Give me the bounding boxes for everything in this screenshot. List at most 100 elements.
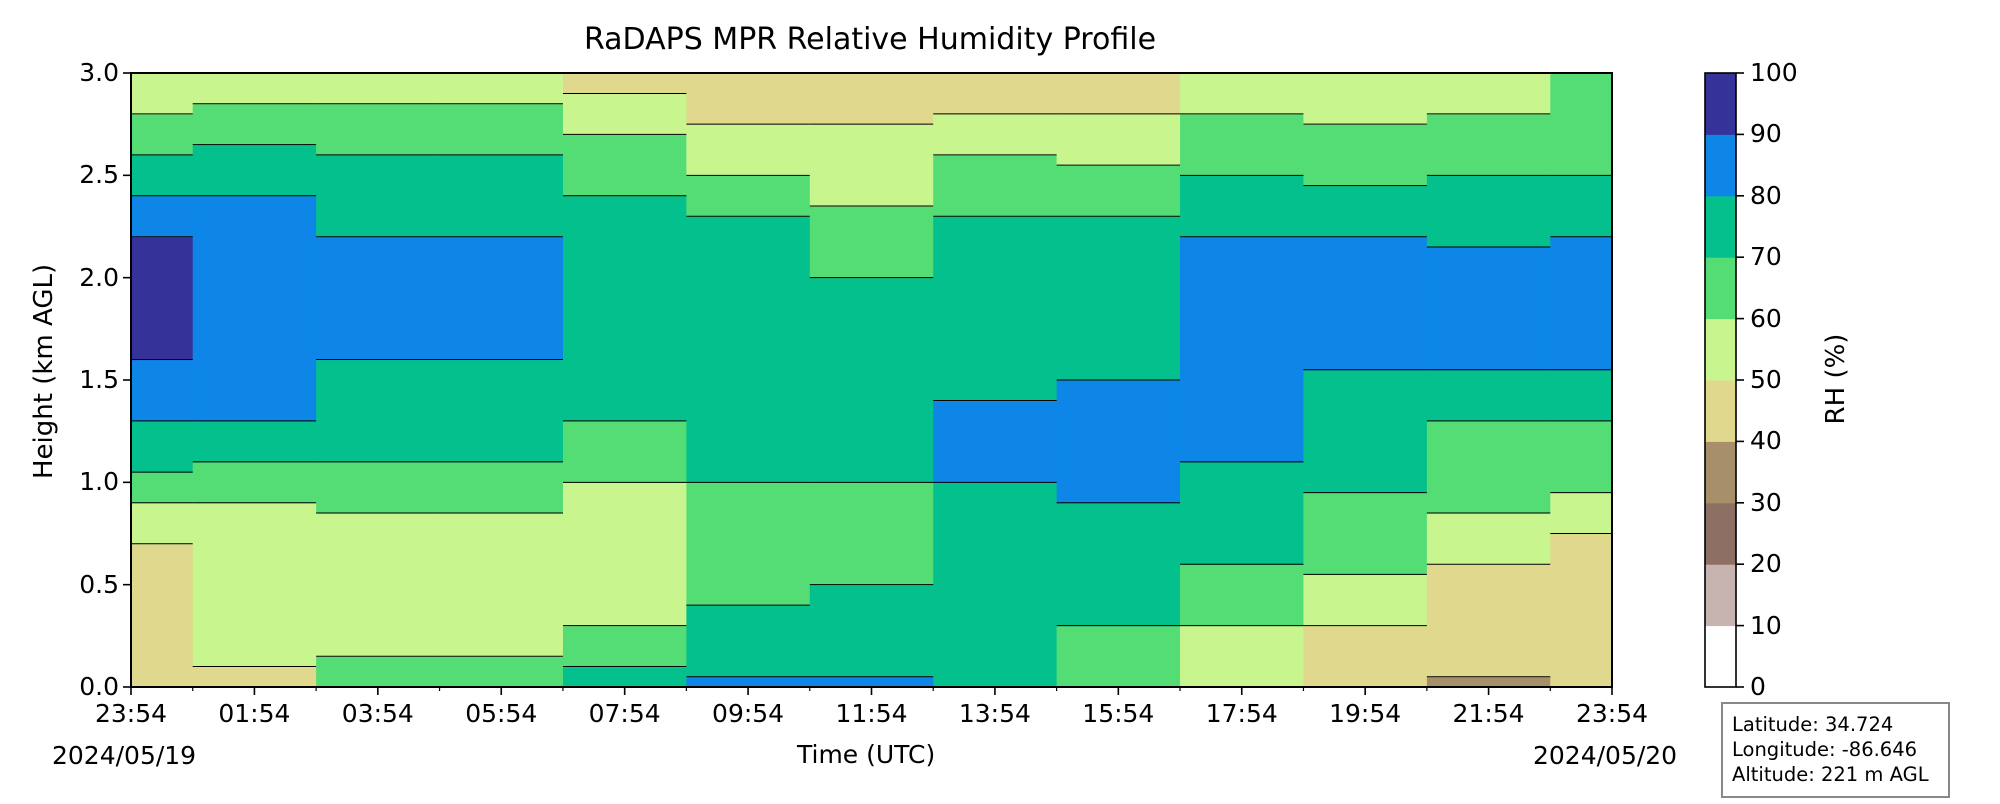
rh-cell-0354-50 <box>316 73 441 105</box>
rh-cell-2354-50 <box>131 73 194 115</box>
rh-cell-1154-70 <box>809 584 934 678</box>
x-tick-label: 15:54 <box>1082 699 1155 728</box>
rh-cell-0954-50 <box>686 124 811 176</box>
y-tick-label: 0.0 <box>79 672 119 701</box>
rh-cell-1954-80 <box>1303 236 1428 371</box>
rh-cell-1154-50 <box>809 124 934 207</box>
plot-area <box>131 73 1612 687</box>
rh-cell-1954-50 <box>1303 574 1428 627</box>
rh-cell-0754-50 <box>562 482 687 627</box>
rh-cell-0154-40 <box>192 666 317 687</box>
rh-cell-0154-70 <box>192 420 317 463</box>
rh-cell-1954-60 <box>1303 492 1428 576</box>
rh-cell-2354-60 <box>1550 73 1612 176</box>
rh-cell-1154-70 <box>809 277 934 483</box>
rh-cell-0954-60 <box>686 482 811 606</box>
colorbar-swatch-70 <box>1705 195 1736 258</box>
rh-cell-2354-60 <box>1550 420 1612 494</box>
y-tick-label: 3.0 <box>79 58 119 87</box>
rh-cell-2154-30 <box>1426 676 1551 687</box>
colorbar <box>1704 72 1744 688</box>
rh-cell-0154-50 <box>192 502 317 668</box>
colorbar-swatch-80 <box>1705 134 1736 197</box>
x-tick-label: 03:54 <box>341 699 414 728</box>
rh-cell-1354-80 <box>933 400 1058 483</box>
rh-cell-0554-70 <box>439 154 564 238</box>
longitude-text: Longitude: -86.646 <box>1732 738 1918 761</box>
rh-cell-2354-80 <box>1550 236 1612 371</box>
rh-cell-0954-60 <box>686 175 811 217</box>
rh-cell-0754-50 <box>562 93 687 135</box>
x-tick-label: 17:54 <box>1205 699 1278 728</box>
rh-cell-0554-60 <box>439 461 564 514</box>
rh-cell-1754-70 <box>1180 175 1305 238</box>
axis-ticks <box>123 72 1613 695</box>
colorbar-tick-label: 100 <box>1750 58 1798 87</box>
rh-cell-1354-70 <box>933 482 1058 687</box>
colorbar-swatch-40 <box>1705 380 1736 442</box>
rh-cell-0354-60 <box>316 103 441 156</box>
colorbar-swatch-50 <box>1705 318 1736 381</box>
rh-cell-2354-70 <box>131 420 194 473</box>
rh-cell-0554-70 <box>439 359 564 463</box>
rh-cell-1754-60 <box>1180 113 1305 176</box>
colorbar-swatch-60 <box>1705 257 1736 320</box>
rh-cell-0754-70 <box>562 195 687 422</box>
x-tick-label: 05:54 <box>465 699 538 728</box>
colorbar-tick-label: 0 <box>1750 672 1766 701</box>
x-tick-label: 11:54 <box>835 699 908 728</box>
rh-cell-0554-60 <box>439 103 564 156</box>
colorbar-swatch-0 <box>1705 625 1736 688</box>
rh-cell-1954-40 <box>1303 625 1428 687</box>
rh-cell-1754-50 <box>1180 625 1305 687</box>
rh-cell-0154-60 <box>192 103 317 146</box>
rh-cell-2354-50 <box>1550 492 1612 535</box>
rh-cell-0554-50 <box>439 513 564 657</box>
colorbar-tick-label: 20 <box>1750 549 1782 579</box>
rh-cell-0954-80 <box>686 676 811 687</box>
rh-cell-1954-70 <box>1303 185 1428 238</box>
y-tick-label: 2.0 <box>79 262 119 292</box>
rh-cell-0354-70 <box>316 359 441 463</box>
rh-cell-0154-50 <box>192 73 317 105</box>
rh-cell-0354-80 <box>316 236 441 361</box>
rh-cell-2154-50 <box>1426 73 1551 115</box>
rh-cell-2154-60 <box>1426 420 1551 514</box>
rh-cell-0354-60 <box>316 461 441 514</box>
rh-cell-0754-40 <box>562 73 687 95</box>
rh-cell-0754-60 <box>562 134 687 197</box>
rh-cell-2354-70 <box>1550 369 1612 422</box>
colorbar-tick-label: 60 <box>1750 303 1782 333</box>
rh-cell-1354-50 <box>933 113 1058 156</box>
x-axis-label: Time (UTC) <box>797 740 936 769</box>
rh-cell-2154-80 <box>1426 246 1551 371</box>
rh-cell-0354-60 <box>316 656 441 687</box>
rh-cell-1554-50 <box>1056 113 1181 166</box>
rh-cell-2354-80 <box>131 359 194 422</box>
rh-cell-2354-50 <box>131 502 194 545</box>
rh-cell-2354-60 <box>131 113 194 156</box>
colorbar-swatch-20 <box>1705 502 1736 565</box>
colorbar-tick-label: 70 <box>1750 242 1782 272</box>
rh-cell-0954-70 <box>686 216 811 483</box>
x-tick-label: 07:54 <box>588 699 661 728</box>
rh-cell-2354-90 <box>131 236 194 361</box>
station-info-box: Latitude: 34.724 Longitude: -86.646 Alti… <box>1721 702 1950 798</box>
rh-cell-1154-60 <box>809 206 934 279</box>
rh-cell-2154-40 <box>1426 564 1551 678</box>
rh-cell-1554-40 <box>1056 73 1181 115</box>
rh-cell-1954-60 <box>1303 124 1428 187</box>
y-axis-label: Height (km AGL) <box>29 263 59 479</box>
rh-cell-1554-60 <box>1056 165 1181 217</box>
rh-cell-0554-60 <box>439 656 564 687</box>
rh-cell-0954-40 <box>686 73 811 125</box>
rh-cell-1954-70 <box>1303 369 1428 494</box>
colorbar-tick-label: 40 <box>1750 426 1782 456</box>
rh-cell-1754-60 <box>1180 564 1305 627</box>
x-date-end: 2024/05/20 <box>1533 741 1678 770</box>
colorbar-tick-label: 80 <box>1750 180 1782 210</box>
rh-cell-1954-50 <box>1303 73 1428 125</box>
rh-cell-1354-60 <box>933 154 1058 217</box>
